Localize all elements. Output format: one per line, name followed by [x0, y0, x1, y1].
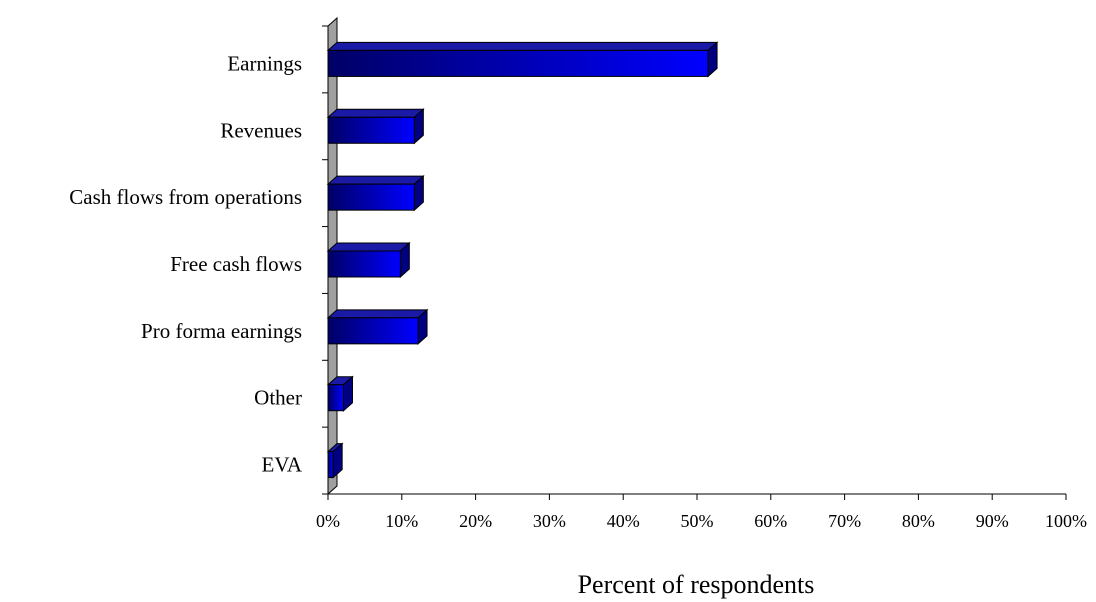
bar	[326, 41, 719, 78]
bar-top-face	[326, 309, 429, 319]
bar	[326, 442, 344, 479]
x-tick-label: 20%	[459, 511, 492, 531]
x-tick-label: 0%	[316, 511, 340, 531]
category-label: Revenues	[220, 118, 302, 142]
bar-top-face	[326, 242, 411, 252]
category-label: Pro forma earnings	[141, 319, 302, 343]
x-tick-label: 30%	[533, 511, 566, 531]
x-tick-label: 70%	[828, 511, 861, 531]
bar-front-face	[327, 451, 334, 479]
bar-top-face	[326, 108, 425, 118]
bar-front-face	[327, 116, 415, 144]
bar-front-face	[327, 183, 415, 211]
bar-front-face	[327, 384, 344, 412]
x-tick-label: 10%	[385, 511, 418, 531]
bar-top-face	[326, 41, 719, 51]
x-tick-label: 90%	[976, 511, 1009, 531]
x-tick-label: 100%	[1045, 511, 1087, 531]
x-tick-label: 80%	[902, 511, 935, 531]
x-axis-title: Percent of respondents	[578, 570, 815, 599]
category-label: Other	[254, 386, 302, 410]
category-label: Earnings	[227, 51, 302, 75]
category-label: EVA	[262, 453, 303, 477]
category-label: Cash flows from operations	[69, 185, 302, 209]
bar	[326, 308, 429, 345]
bar	[326, 241, 411, 279]
bar	[326, 375, 354, 412]
x-tick-label: 60%	[754, 511, 787, 531]
bar-top-face	[326, 175, 425, 185]
bar	[326, 108, 425, 145]
x-tick-label: 50%	[681, 511, 714, 531]
bar-front-face	[327, 250, 401, 278]
bar-front-face	[327, 49, 709, 77]
bar-front-face	[327, 317, 419, 345]
x-tick-label: 40%	[607, 511, 640, 531]
bar	[326, 175, 425, 212]
category-label: Free cash flows	[170, 252, 302, 276]
